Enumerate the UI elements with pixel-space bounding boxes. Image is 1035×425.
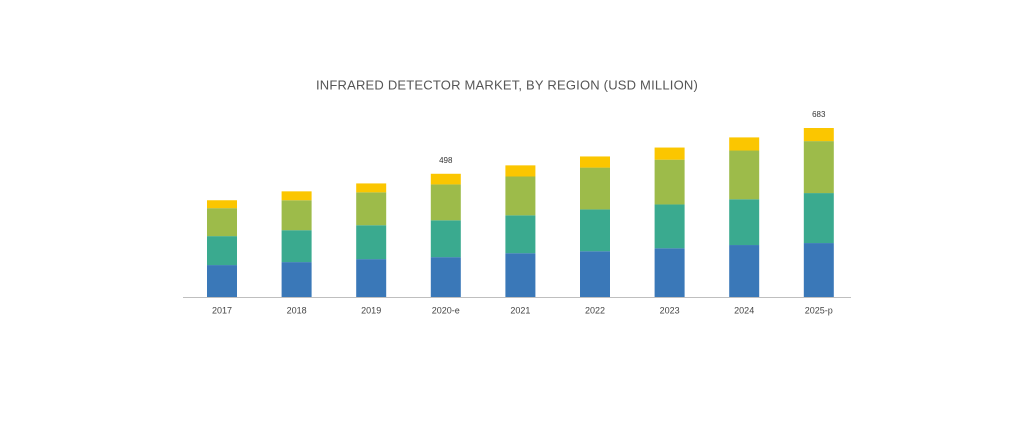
- bar-segment: [654, 159, 685, 205]
- total-label: 498: [439, 156, 453, 165]
- chart-title: INFRARED DETECTOR MARKET, BY REGION (USD…: [316, 77, 698, 92]
- bar-segment: [207, 200, 237, 209]
- bar-segment: [430, 257, 461, 297]
- bar-segment: [505, 253, 536, 297]
- bar-segment: [580, 167, 610, 210]
- bar-segment: [803, 141, 834, 194]
- bar-segment: [207, 236, 237, 266]
- x-tick-label: 2019: [361, 305, 381, 315]
- x-tick-label: 2021: [510, 305, 530, 315]
- bar-segment: [207, 208, 237, 237]
- bar-segment: [281, 191, 312, 201]
- bar-segment: [803, 243, 834, 297]
- bar-segment: [654, 248, 685, 297]
- bar-segment: [356, 183, 387, 193]
- bar-segment: [803, 128, 834, 142]
- x-tick-label: 2017: [212, 305, 232, 315]
- x-tick-label: 2018: [287, 305, 307, 315]
- bar-segment: [505, 165, 536, 177]
- bar-segment: [430, 173, 461, 185]
- bar-segment: [580, 251, 610, 297]
- bar-segment: [654, 204, 685, 249]
- bar-segment: [281, 230, 312, 263]
- x-tick-label: 2025-p: [805, 305, 833, 315]
- x-tick-label: 2022: [585, 305, 605, 315]
- bar-segment: [281, 262, 312, 297]
- bar-segment: [803, 193, 834, 244]
- total-label: 683: [812, 110, 826, 119]
- bar-segment: [430, 220, 461, 258]
- bar-segment: [729, 245, 760, 297]
- bar-segment: [729, 199, 760, 246]
- bar-segment: [505, 176, 536, 216]
- bar-segment: [580, 156, 610, 168]
- bar-segment: [729, 150, 760, 200]
- bar-segment: [580, 209, 610, 252]
- bar-segment: [505, 215, 536, 254]
- x-tick-label: 2024: [734, 305, 754, 315]
- bar-segment: [729, 137, 760, 151]
- x-tick-label: 2023: [660, 305, 680, 315]
- bar-segment: [356, 259, 387, 297]
- bar-segment: [356, 192, 387, 226]
- bar-segment: [430, 184, 461, 221]
- bar-segment: [654, 147, 685, 160]
- x-tick-label: 2020-e: [432, 305, 460, 315]
- bar-segment: [281, 200, 312, 231]
- bar-segment: [356, 225, 387, 260]
- bar-segment: [207, 265, 237, 297]
